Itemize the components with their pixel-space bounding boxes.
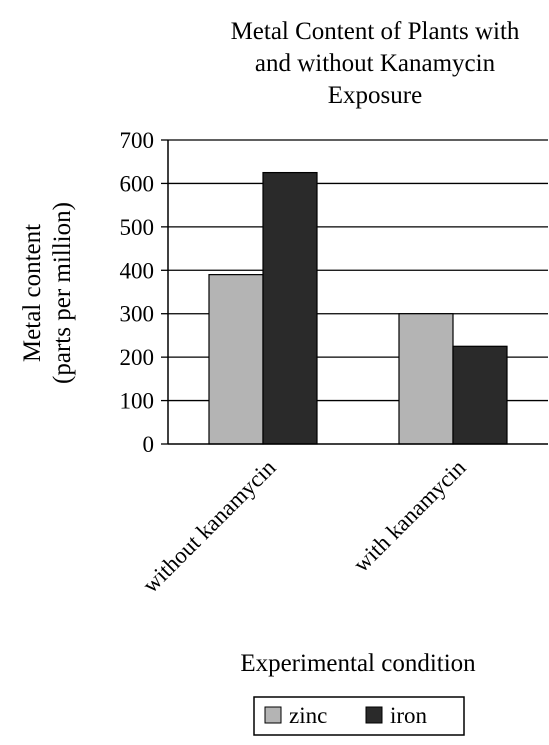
legend-swatch-zinc <box>264 706 282 724</box>
bar-zinc-with-kanamycin <box>398 313 454 445</box>
y-tick-label: 300 <box>120 302 155 327</box>
y-tick-label: 100 <box>120 389 155 414</box>
bar-zinc-without-kanamycin <box>208 274 264 445</box>
y-axis-label-line-2: (parts per million) <box>49 202 76 384</box>
legend-box <box>253 696 465 736</box>
legend: zinc iron <box>253 696 465 736</box>
bars <box>208 171 508 445</box>
chart-title-line-1: Metal Content of Plants with <box>231 18 520 45</box>
y-tick-label: 500 <box>120 215 155 240</box>
legend-label-zinc: zinc <box>289 703 327 728</box>
y-tick-label: 600 <box>120 171 155 196</box>
bar-iron-with-kanamycin <box>452 345 508 445</box>
x-axis-label: Experimental condition <box>240 650 476 677</box>
y-tick-labels: 0 100 200 300 400 500 600 700 <box>120 128 155 457</box>
x-tick-label: with kanamycin <box>349 455 471 577</box>
bar-iron-without-kanamycin <box>262 171 318 445</box>
chart-title-line-2: and without Kanamycin <box>255 50 496 77</box>
y-tick-label: 0 <box>143 432 155 457</box>
x-tick-labels: without kanamycin with kanamycin <box>138 455 471 598</box>
legend-label-iron: iron <box>390 703 428 728</box>
chart-title-line-3: Exposure <box>328 82 422 109</box>
axes <box>161 139 548 445</box>
y-tick-label: 700 <box>120 128 155 153</box>
y-tick-label: 200 <box>120 345 155 370</box>
y-axis-label-line-1: Metal content <box>19 224 46 362</box>
legend-swatch-iron <box>365 706 383 724</box>
y-tick-label: 400 <box>120 258 155 283</box>
x-tick-label: without kanamycin <box>138 455 281 598</box>
